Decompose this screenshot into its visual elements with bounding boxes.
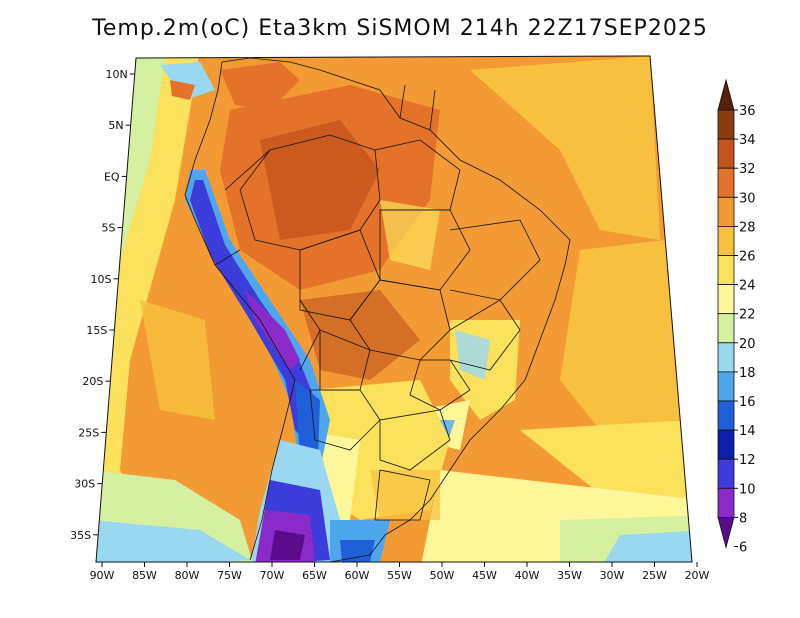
colorbar-label: 10 xyxy=(739,482,756,497)
colorbar-label: 12 xyxy=(739,453,756,468)
colorbar-label: 30 xyxy=(739,191,756,206)
lon-label: 55W xyxy=(387,569,412,582)
colorbar-label: 20 xyxy=(739,337,756,352)
lon-label: 70W xyxy=(260,569,285,582)
lon-label: 80W xyxy=(175,569,200,582)
colorbar-label: 16 xyxy=(739,395,756,410)
lat-label: 5N xyxy=(108,119,123,132)
colorbar-swatch xyxy=(717,196,735,227)
colorbar-swatch xyxy=(717,458,735,489)
lat-label: 10N xyxy=(105,68,127,81)
lat-label: 10S xyxy=(90,273,111,286)
colorbar-swatch xyxy=(717,313,735,344)
colorbar-swatch xyxy=(717,429,735,460)
colorbar-swatch xyxy=(717,487,735,518)
colorbar-label: 24 xyxy=(739,279,756,294)
map-frame xyxy=(95,55,693,563)
lat-label: 25S xyxy=(78,426,99,439)
colorbar-label: 34 xyxy=(739,133,756,148)
lat-label: EQ xyxy=(104,170,120,183)
colorbar-swatch xyxy=(717,225,735,256)
colorbar-label: 26 xyxy=(739,250,756,265)
lon-label: 85W xyxy=(132,569,157,582)
colorbar-swatch xyxy=(717,400,735,431)
colorbar-label: 22 xyxy=(739,308,756,323)
lat-label: 30S xyxy=(74,478,95,491)
colorbar-swatch xyxy=(717,167,735,198)
lat-label: 35S xyxy=(70,529,91,542)
colorbar-label: 32 xyxy=(739,162,756,177)
colorbar-swatch xyxy=(717,109,735,140)
lat-label: 5S xyxy=(102,222,116,235)
colorbar-bottom-arrow xyxy=(717,517,735,549)
colorbar-swatch xyxy=(717,255,735,286)
colorbar-swatch xyxy=(717,371,735,402)
colorbar-label: 6 xyxy=(739,541,747,556)
colorbar-top-arrow xyxy=(717,78,735,111)
lon-label: 45W xyxy=(472,569,497,582)
longitude-axis: 90W 85W 80W 75W 70W 65W 60W 55W 50W 45W 40W 35W 30W 2… xyxy=(90,562,710,582)
latitude-axis: 10N 5N EQ 5S 10S 15S 20S 25S 30S 35S xyxy=(70,68,135,542)
lon-label: 20W xyxy=(685,569,710,582)
lon-label: 60W xyxy=(345,569,370,582)
colorbar-swatch xyxy=(717,342,735,373)
colorbar-label: 28 xyxy=(739,220,756,235)
colorbar-label: 8 xyxy=(739,511,747,526)
lon-label: 90W xyxy=(90,569,115,582)
colorbar: 36 34 32 30 28 26 24 22 20 18 16 14 12 10 8 6 xyxy=(717,78,756,556)
lat-label: 20S xyxy=(82,375,103,388)
colorbar-swatch xyxy=(717,284,735,315)
lat-label: 15S xyxy=(86,324,107,337)
colorbar-label: 14 xyxy=(739,424,756,439)
lon-label: 65W xyxy=(302,569,327,582)
lon-label: 30W xyxy=(600,569,625,582)
lon-label: 35W xyxy=(557,569,582,582)
colorbar-label: 18 xyxy=(739,366,756,381)
map-title: Temp.2m(oC) Eta3km SiSMOM 214h 22Z17SEP2… xyxy=(92,16,708,41)
lon-label: 50W xyxy=(430,569,455,582)
lon-label: 25W xyxy=(642,569,667,582)
colorbar-label: 36 xyxy=(739,104,756,119)
colorbar-swatch xyxy=(717,138,735,169)
lon-label: 75W xyxy=(217,569,242,582)
temperature-field xyxy=(96,56,692,562)
lon-label: 40W xyxy=(515,569,540,582)
country-borders xyxy=(184,57,571,562)
